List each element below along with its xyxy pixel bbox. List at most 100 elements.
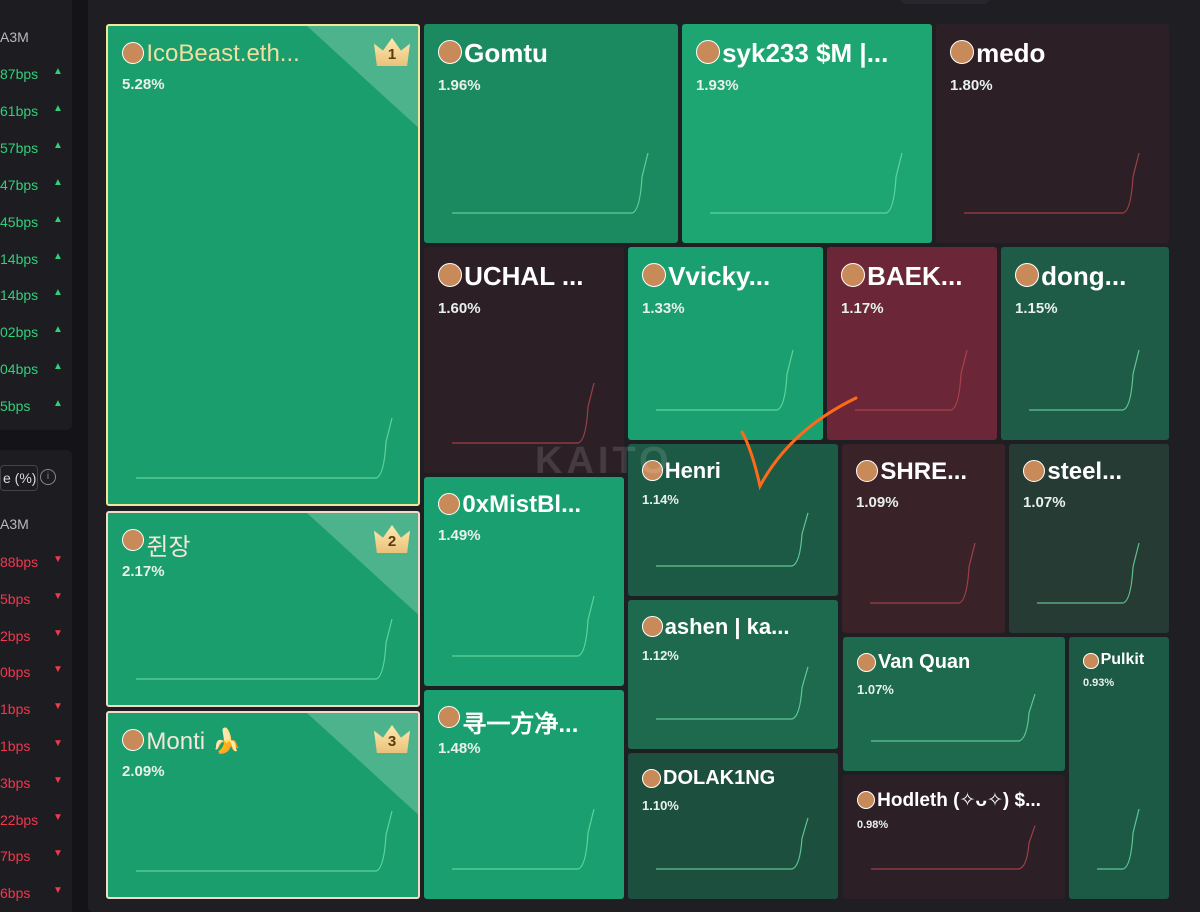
tile[interactable]: 쥔장 2.17% 2 [106,511,420,707]
column-header: A3M [0,516,29,532]
change-arrow: ▲ [53,102,63,114]
change-arrow: ▼ [53,664,63,676]
change-arrow: ▲ [53,361,63,373]
mindshare-percent: 1.15% [1015,299,1058,317]
avatar [950,40,975,65]
sparkline [855,349,968,411]
tile[interactable]: Henri 1.14% [628,444,838,596]
bps-value: 04bps [0,361,39,378]
bps-value: 57bps [0,139,39,156]
mindshare-percent: 1.48% [438,740,481,757]
tile[interactable]: IcoBeast.eth... 5.28% 1 [106,24,420,506]
tile[interactable]: DOLAK1NG 1.10% [628,753,838,899]
mindshare-percent: 1.07% [1023,494,1066,511]
bps-value: 6bps [0,885,31,902]
avatar [122,42,145,65]
user-name: Pulkit [1100,651,1145,668]
tile[interactable]: SHRE... 1.09% [842,444,1005,633]
tile[interactable]: medo 1.80% [936,24,1169,243]
user-name: Vvicky... [668,261,771,291]
tile[interactable]: Pulkit 0.93% [1069,637,1169,899]
sparkline [452,382,595,444]
mindshare-percent: 1.93% [696,76,739,94]
tile[interactable]: 0xMistBl... 1.49% [424,477,624,686]
metric-select[interactable]: e (%) [0,465,38,491]
tile[interactable]: Gomtu 1.96% [424,24,678,243]
tile[interactable]: syk233 $M |... 1.93% [682,24,932,243]
user-name: Hodleth (✧ᴗ✧) $... [877,790,1041,811]
user-name: Van Quan [878,651,971,673]
column-header: A3M [0,29,29,45]
toggle[interactable] [900,0,990,4]
avatar [696,40,721,65]
avatar [856,460,879,483]
change-arrow: ▼ [53,554,63,565]
sparkline [1029,349,1140,411]
sparkline [656,512,809,567]
bps-value: 88bps [0,554,39,570]
mindshare-percent: 1.10% [642,798,679,813]
change-arrow: ▼ [53,590,63,602]
sparkline [136,810,393,872]
change-arrow: ▼ [53,848,63,860]
user-name: ashen | ka... [664,614,790,639]
tile[interactable]: ashen | ka... 1.12% [628,600,838,749]
tile[interactable]: steel... 1.07% [1009,444,1169,633]
user-name: Henri [664,458,721,483]
bps-value: 47bps [0,176,39,193]
avatar [642,460,663,481]
avatar [841,263,866,288]
tile[interactable]: 寻一方净... 1.48% [424,690,624,899]
user-name: 0xMistBl... [462,491,582,518]
sparkline [656,817,809,870]
change-arrow: ▲ [53,287,63,299]
change-arrow: ▲ [53,66,63,77]
avatar [1083,653,1099,669]
user-name: medo [976,38,1046,68]
mindshare-percent: 1.33% [642,299,685,317]
user-name: dong... [1041,261,1127,291]
watermark: KAITO [535,440,673,482]
tile[interactable]: Van Quan 1.07% [843,637,1065,771]
sparkline [136,417,393,479]
avatar [642,769,661,788]
tile[interactable]: UCHAL ... 1.60% [424,247,624,473]
sparkline [136,618,393,680]
user-name: 쥔장 [146,534,191,561]
mindshare-percent: 1.60% [438,299,481,317]
info-icon[interactable]: i [40,469,56,485]
tile[interactable]: dong... 1.15% [1001,247,1169,440]
user-name: Gomtu [464,38,548,68]
user-name: BAEK... [867,261,963,291]
tile[interactable]: Vvicky... 1.33% [628,247,823,440]
mindshare-percent: 2.09% [122,763,165,780]
change-arrow: ▲ [53,176,63,188]
change-arrow: ▼ [53,627,63,639]
user-name: steel... [1047,458,1123,485]
tile[interactable]: Monti 🍌 2.09% 3 [106,711,420,899]
sparkline [1037,542,1140,604]
mindshare-percent: 1.09% [856,494,899,511]
user-name: DOLAK1NG [663,767,776,789]
mindshare-percent: 1.49% [438,527,481,544]
tile[interactable]: Hodleth (✧ᴗ✧) $... 0.98% [843,775,1065,899]
checkmark [740,396,858,491]
change-arrow: ▼ [53,774,63,786]
sparkline [452,808,595,870]
change-arrow: ▲ [53,139,63,151]
sparkline [656,666,809,720]
avatar [438,40,463,65]
tile[interactable]: BAEK... 1.17% [827,247,997,440]
sparkline [1097,808,1140,870]
avatar [642,616,663,637]
bps-value: 7bps [0,848,31,865]
user-name: IcoBeast.eth... [146,40,300,67]
change-arrow: ▼ [53,885,63,897]
avatar [857,653,876,672]
change-arrow: ▲ [53,398,63,410]
mindshare-percent: 5.28% [122,76,165,93]
sparkline [964,152,1140,214]
bps-value: 14bps [0,287,39,304]
bps-value: 1bps [0,738,31,754]
